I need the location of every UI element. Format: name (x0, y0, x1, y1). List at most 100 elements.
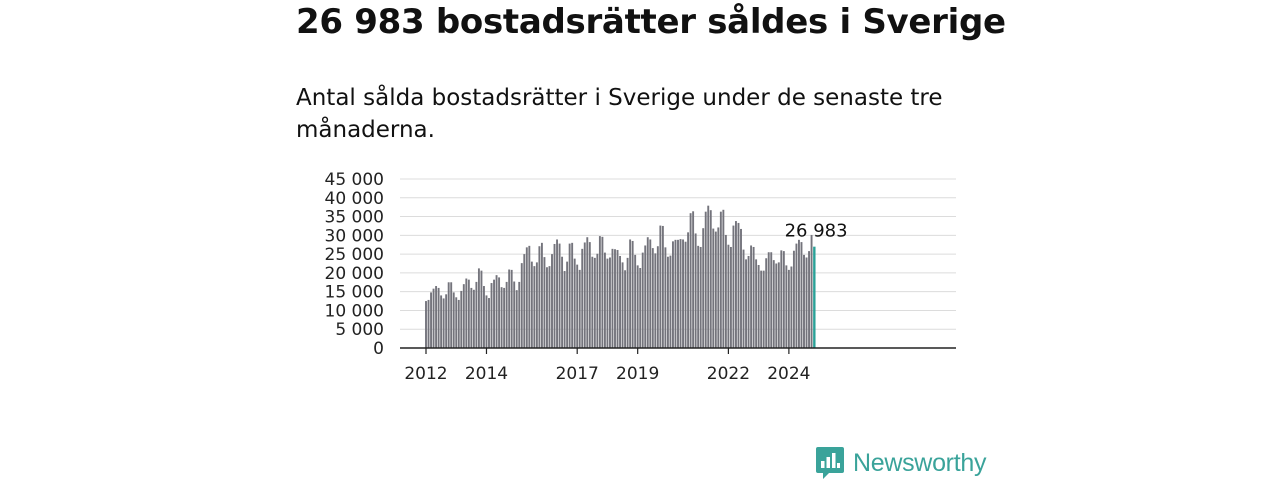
bar (455, 297, 458, 348)
bar (672, 241, 674, 348)
bar (588, 242, 591, 348)
y-tick-label: 45 000 (325, 170, 384, 190)
bar (697, 245, 700, 348)
bar (543, 257, 546, 348)
bar (475, 281, 478, 348)
bar (775, 263, 778, 348)
bar (694, 233, 697, 348)
bar (596, 253, 599, 348)
bar (480, 270, 483, 348)
bar (445, 294, 448, 348)
x-tick-label: 2012 (404, 364, 447, 384)
bar (457, 299, 460, 348)
bar (518, 281, 521, 348)
bar (722, 209, 725, 348)
bar (568, 243, 571, 348)
bar (598, 236, 601, 348)
bar (430, 292, 432, 348)
bar (777, 262, 780, 348)
bar (566, 261, 569, 348)
bar (553, 243, 556, 348)
bar (561, 256, 564, 348)
chart-title: 26 983 bostadsrätter såldes i Sverige (296, 2, 1006, 42)
bar (792, 250, 795, 348)
bar (656, 246, 659, 348)
bar (614, 249, 616, 348)
bar (510, 269, 513, 348)
bar (513, 281, 516, 348)
bar (709, 210, 712, 348)
x-tick-label: 2022 (707, 364, 750, 384)
y-tick-label: 25 000 (325, 245, 384, 265)
bar (752, 246, 755, 348)
bar (692, 211, 695, 348)
bar (679, 239, 682, 348)
x-tick-label: 2017 (556, 364, 599, 384)
bar (616, 249, 619, 348)
bar (641, 252, 644, 348)
y-tick-label: 0 (373, 339, 384, 359)
bar (631, 240, 634, 348)
bar (450, 282, 453, 348)
bar (674, 239, 677, 348)
x-tick-label: 2019 (616, 364, 659, 384)
bar (609, 257, 611, 348)
bar (760, 270, 763, 348)
bar (747, 255, 750, 348)
bar (606, 258, 609, 348)
bar (548, 266, 551, 348)
bar (442, 298, 445, 348)
bar (724, 234, 727, 348)
y-tick-label: 10 000 (325, 301, 384, 321)
x-tick-label: 2024 (767, 364, 810, 384)
latest-value-label: 26 983 (785, 221, 848, 242)
bar (520, 263, 523, 348)
bar (651, 248, 654, 348)
bar (808, 251, 810, 348)
bar (649, 239, 652, 348)
bar (646, 237, 649, 348)
bar (654, 253, 657, 348)
bar (621, 262, 624, 348)
bar (644, 245, 647, 348)
newsworthy-logo-icon (816, 447, 844, 479)
bar (770, 252, 773, 348)
bar (798, 239, 800, 348)
bar (750, 245, 753, 348)
bar (629, 239, 632, 348)
bar (470, 287, 473, 348)
bar (472, 289, 475, 348)
bar (447, 282, 450, 348)
bar (682, 239, 684, 348)
bar (493, 279, 495, 348)
bar (659, 225, 662, 348)
bar (591, 256, 594, 348)
bar (707, 205, 710, 348)
bar (583, 242, 586, 348)
y-tick-label: 35 000 (325, 208, 384, 228)
bar (624, 270, 627, 348)
bar (813, 246, 816, 348)
bar (556, 239, 558, 348)
bar (515, 290, 518, 348)
bar (661, 225, 664, 348)
bar (460, 290, 463, 348)
bar (805, 257, 808, 348)
bar (727, 244, 730, 348)
bar (634, 254, 637, 348)
bar (563, 271, 566, 348)
bar (800, 242, 803, 348)
y-tick-label: 20 000 (325, 264, 384, 284)
bar (704, 211, 707, 348)
bar (767, 252, 770, 348)
bar (765, 258, 768, 348)
bar (669, 255, 672, 348)
bar (495, 275, 498, 348)
bar (689, 213, 692, 348)
bar (714, 231, 717, 348)
bar (498, 277, 501, 348)
bar (578, 269, 581, 348)
bar (745, 259, 747, 348)
brand-name: Newsworthy (853, 448, 987, 477)
